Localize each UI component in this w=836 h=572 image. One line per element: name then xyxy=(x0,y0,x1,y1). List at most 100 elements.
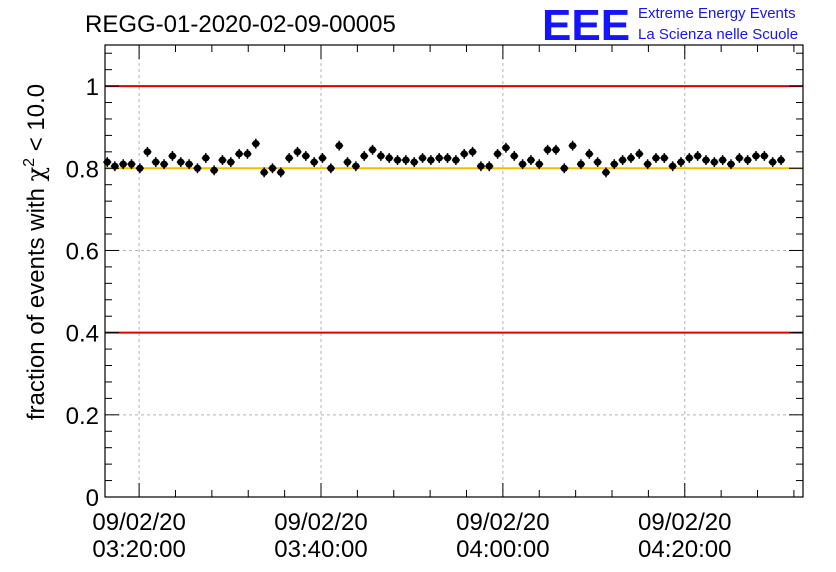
data-point xyxy=(385,154,393,162)
data-point xyxy=(193,164,202,172)
eee-logo-line2: La Scienza nelle Scuole xyxy=(638,26,798,43)
data-point xyxy=(669,162,677,170)
data-point xyxy=(560,164,568,172)
data-point xyxy=(227,158,235,166)
data-point xyxy=(218,156,227,164)
tick-labels: 00.20.40.60.8109/02/2003:20:0009/02/2003… xyxy=(66,74,732,563)
data-point xyxy=(277,168,285,176)
grid-layer xyxy=(105,45,803,497)
data-point xyxy=(452,156,460,164)
data-point xyxy=(368,146,377,154)
data-point xyxy=(552,146,560,154)
data-point xyxy=(302,152,310,160)
y-axis-label-suffix: < 10.0 xyxy=(23,84,50,158)
data-point xyxy=(585,150,593,158)
data-point xyxy=(719,156,727,164)
data-point xyxy=(627,154,635,162)
data-point xyxy=(243,150,252,158)
data-point xyxy=(335,142,343,150)
data-point xyxy=(735,154,743,162)
data-point xyxy=(702,156,710,164)
data-point xyxy=(502,144,510,152)
data-point xyxy=(635,150,643,158)
data-point xyxy=(136,164,144,172)
data-point xyxy=(477,162,485,170)
data-point xyxy=(235,150,243,158)
data-point xyxy=(393,156,402,164)
data-point xyxy=(493,150,502,158)
y-tick-label: 0.2 xyxy=(66,403,99,430)
x-tick-label-date: 09/02/20 xyxy=(274,509,367,536)
data-point xyxy=(527,156,535,164)
plot-frame xyxy=(104,44,804,498)
data-point xyxy=(168,152,177,160)
x-tick-label-time: 04:00:00 xyxy=(456,536,549,563)
data-point xyxy=(443,154,452,162)
x-tick-label-date: 09/02/20 xyxy=(456,509,549,536)
y-axis-label: fraction of events with χ2 < 10.0 xyxy=(21,84,50,420)
data-point xyxy=(685,154,693,162)
y-tick-label: 0.8 xyxy=(66,156,99,183)
data-point xyxy=(594,158,602,166)
axes xyxy=(104,44,804,498)
data-point xyxy=(418,154,427,162)
data-point xyxy=(435,154,443,162)
data-points xyxy=(103,138,786,178)
data-point xyxy=(268,164,277,172)
data-point xyxy=(543,146,552,154)
y-axis-label-chi: χ xyxy=(22,166,50,181)
data-point xyxy=(535,160,543,168)
data-point xyxy=(377,152,385,160)
data-point xyxy=(152,158,160,166)
y-tick-label: 0 xyxy=(86,485,99,512)
eee-logo: EEE Extreme Energy Events La Scienza nel… xyxy=(542,1,798,50)
data-point xyxy=(710,158,718,166)
data-point xyxy=(510,152,518,160)
x-tick-label-time: 03:40:00 xyxy=(274,536,367,563)
data-point xyxy=(210,166,218,174)
x-tick-label-time: 04:20:00 xyxy=(638,536,731,563)
data-point xyxy=(610,160,618,168)
data-point xyxy=(185,160,193,168)
data-point xyxy=(327,164,335,172)
data-point xyxy=(318,154,327,162)
data-point xyxy=(777,156,785,164)
data-point xyxy=(660,154,668,162)
chart-title: REGG-01-2020-02-09-00005 xyxy=(85,11,396,38)
reference-lines xyxy=(105,85,803,334)
data-point xyxy=(285,154,293,162)
x-tick-label-time: 03:20:00 xyxy=(92,536,185,563)
x-tick-label-date: 09/02/20 xyxy=(92,509,185,536)
data-point xyxy=(310,158,318,166)
data-point xyxy=(769,158,777,166)
data-point xyxy=(160,160,168,168)
y-tick-label: 1 xyxy=(86,74,99,101)
data-point xyxy=(694,152,702,160)
data-point xyxy=(293,148,302,156)
data-point xyxy=(119,160,127,168)
data-point xyxy=(127,160,136,168)
data-point xyxy=(602,168,610,176)
data-point xyxy=(402,156,410,164)
y-tick-label: 0.4 xyxy=(66,321,99,348)
data-point xyxy=(343,158,352,166)
data-point xyxy=(752,152,760,160)
data-point xyxy=(677,158,685,166)
data-point xyxy=(410,158,418,166)
data-point xyxy=(360,152,368,160)
data-point xyxy=(744,156,752,164)
eee-logo-mark: EEE xyxy=(542,1,630,50)
data-point xyxy=(569,142,577,150)
data-point xyxy=(652,154,660,162)
data-point xyxy=(619,156,627,164)
data-point xyxy=(468,148,477,156)
y-axis-label-prefix: fraction of events with xyxy=(23,181,50,420)
eee-logo-line1: Extreme Energy Events xyxy=(638,5,796,22)
data-point xyxy=(518,160,527,168)
data-point xyxy=(727,160,735,168)
data-point xyxy=(427,156,435,164)
x-tick-label-date: 09/02/20 xyxy=(638,509,731,536)
y-axis-label-sup: 2 xyxy=(21,158,38,167)
data-point xyxy=(485,162,493,170)
